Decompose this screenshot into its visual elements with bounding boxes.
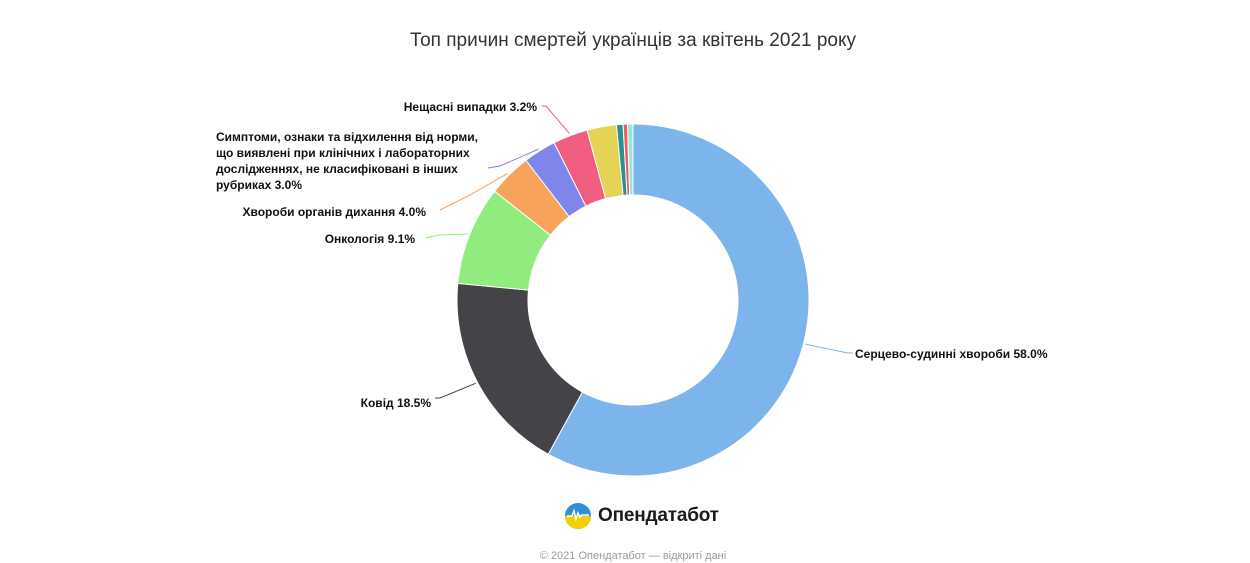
opendatabot-logo-icon — [565, 503, 591, 529]
copyright-footer[interactable]: © 2021 Опендатабот — відкриті дані — [539, 550, 727, 562]
donut-slice[interactable] — [547, 123, 810, 477]
slice-data-label: Онкологія 9.1% — [325, 232, 416, 246]
leader-line — [439, 172, 509, 211]
leader-line — [487, 148, 539, 169]
slice-data-label: Серцево-судинні хвороби 58.0% — [855, 347, 1048, 361]
donut-slice[interactable] — [626, 123, 634, 196]
slice-data-label: Ковід 18.5% — [361, 396, 432, 410]
leader-line — [805, 343, 853, 354]
slice-data-label: Нещасні випадки 3.2% — [404, 100, 538, 114]
brand-logo[interactable]: Опендатабот — [564, 501, 719, 531]
brand-logo-text: Опендатабот — [598, 505, 719, 526]
leader-line — [542, 105, 570, 135]
leader-line — [424, 233, 468, 239]
slice-data-label: Хвороби органів дихання 4.0% — [243, 205, 427, 219]
chart-title: Топ причин смертей українців за квітень … — [409, 30, 857, 51]
leader-line — [435, 382, 476, 399]
slice-data-label: Симптоми, ознаки та відхилення від норми… — [216, 130, 478, 192]
